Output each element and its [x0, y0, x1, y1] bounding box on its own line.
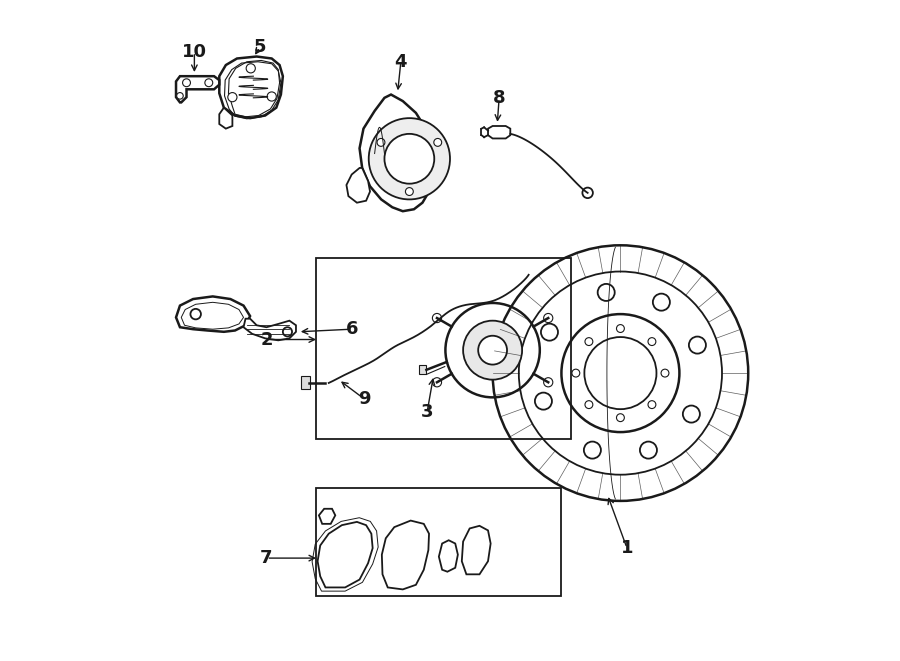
Circle shape: [585, 338, 593, 346]
Polygon shape: [462, 525, 490, 574]
Circle shape: [585, 401, 593, 408]
Circle shape: [228, 93, 237, 102]
Circle shape: [640, 442, 657, 459]
Bar: [316, 488, 562, 596]
Circle shape: [662, 369, 669, 377]
Circle shape: [377, 138, 385, 146]
Polygon shape: [176, 76, 220, 102]
Bar: [418, 366, 427, 374]
Circle shape: [683, 406, 700, 422]
Circle shape: [369, 118, 450, 200]
Polygon shape: [318, 522, 373, 588]
Bar: [301, 376, 310, 389]
Circle shape: [535, 393, 552, 410]
Polygon shape: [488, 126, 510, 138]
Polygon shape: [346, 168, 370, 203]
Circle shape: [405, 188, 413, 196]
Circle shape: [541, 324, 558, 340]
Circle shape: [247, 63, 256, 73]
Text: 1: 1: [621, 539, 634, 557]
Circle shape: [616, 414, 625, 422]
Circle shape: [598, 284, 615, 301]
Text: 7: 7: [260, 549, 273, 567]
Polygon shape: [176, 296, 250, 332]
Circle shape: [648, 401, 656, 408]
Text: 5: 5: [254, 38, 266, 56]
Circle shape: [584, 442, 601, 459]
Polygon shape: [439, 540, 458, 572]
Circle shape: [584, 337, 656, 409]
Polygon shape: [319, 509, 336, 524]
Circle shape: [205, 79, 212, 87]
Polygon shape: [359, 95, 436, 212]
Circle shape: [283, 327, 292, 336]
Polygon shape: [220, 108, 232, 129]
Text: 2: 2: [260, 330, 273, 348]
Circle shape: [176, 93, 184, 99]
Circle shape: [616, 325, 625, 332]
Polygon shape: [382, 521, 429, 590]
Bar: [316, 258, 572, 439]
Polygon shape: [244, 319, 296, 340]
Text: 10: 10: [182, 43, 207, 61]
Text: 6: 6: [346, 320, 358, 338]
Circle shape: [434, 138, 442, 146]
Polygon shape: [220, 57, 283, 118]
Circle shape: [183, 79, 191, 87]
Text: 8: 8: [493, 89, 506, 107]
Circle shape: [384, 134, 435, 184]
Circle shape: [688, 336, 706, 354]
Text: 3: 3: [421, 403, 433, 422]
Text: 4: 4: [394, 53, 407, 71]
Text: 9: 9: [358, 391, 371, 408]
Circle shape: [572, 369, 580, 377]
Circle shape: [464, 321, 522, 379]
Circle shape: [478, 336, 507, 365]
Circle shape: [648, 338, 656, 346]
Circle shape: [191, 309, 201, 319]
Circle shape: [652, 293, 670, 311]
Circle shape: [267, 92, 276, 101]
